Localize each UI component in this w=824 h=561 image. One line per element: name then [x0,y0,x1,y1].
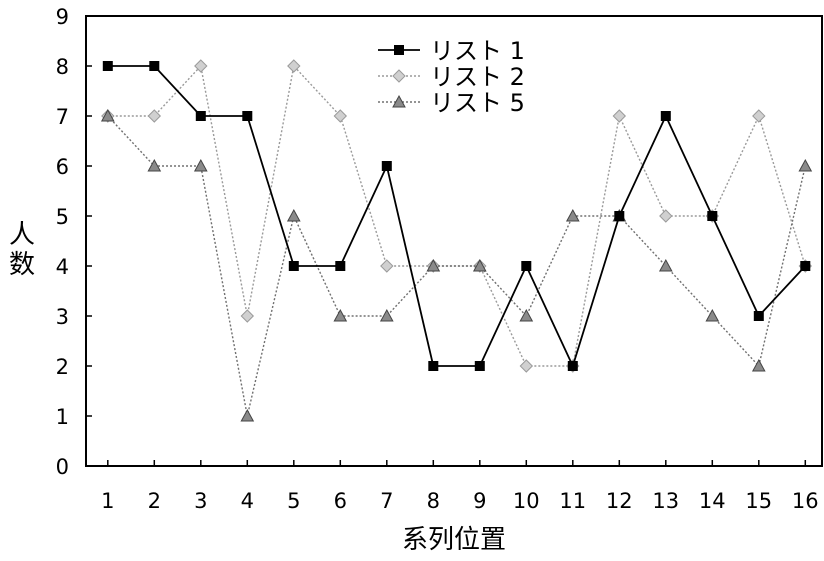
x-tick-label: 4 [241,489,254,513]
data-point [286,208,301,222]
data-point [288,261,299,271]
legend-marker [392,94,406,108]
y-tick-label: 2 [56,355,69,379]
y-axis-title-char: 人 [9,220,35,250]
y-tick-label: 0 [56,455,69,479]
legend-label: リスト 2 [430,63,525,91]
data-point [800,261,811,271]
x-axis-title: 系列位置 [402,525,506,555]
data-point [335,261,346,271]
data-point [426,258,441,272]
x-tick-label: 1 [101,489,114,513]
data-point [193,158,208,172]
plot-frame [85,15,823,467]
data-point [381,161,392,171]
y-tick-label: 3 [56,305,69,329]
x-tick-label: 5 [287,489,300,513]
data-point [287,59,301,73]
data-point [798,158,813,172]
data-point [379,308,394,322]
x-tick-label: 8 [427,489,440,513]
data-point [521,261,532,271]
x-tick-label: 15 [745,489,772,513]
data-point [519,359,534,373]
x-tick-label: 9 [473,489,486,513]
y-tick-label: 5 [56,205,69,229]
data-point [428,361,439,371]
series-3 [100,108,813,422]
data-point [147,109,162,123]
x-tick-label: 14 [699,489,726,513]
x-tick-label: 13 [652,489,679,513]
data-point [240,408,255,422]
data-point [242,111,253,121]
y-axis-ticks: 0 1 2 3 4 5 6 7 8 9 [56,5,92,479]
data-point [753,311,764,321]
data-point [707,211,718,221]
data-point [194,59,208,73]
x-tick-label: 12 [606,489,633,513]
data-point [380,259,394,273]
y-tick-label: 9 [56,5,69,29]
legend-label: リスト 1 [430,37,525,65]
legend-label: リスト 5 [430,89,525,117]
x-tick-label: 10 [513,489,540,513]
data-point [147,158,162,172]
data-point [612,109,627,123]
data-point [102,61,113,71]
data-point [614,211,625,221]
series-layer [100,59,813,422]
data-point [519,308,534,322]
y-tick-label: 7 [56,105,69,129]
legend-marker [392,69,406,83]
series-line [107,64,806,367]
x-tick-label: 11 [559,489,586,513]
y-tick-label: 1 [56,405,69,429]
series-1 [102,61,811,371]
data-point [660,111,671,121]
data-point [567,361,578,371]
data-point [659,209,673,223]
data-point [333,308,348,322]
y-tick-label: 4 [56,255,69,279]
data-point [149,61,160,71]
x-tick-label: 3 [194,489,207,513]
y-tick-label: 6 [56,155,69,179]
x-tick-label: 7 [380,489,393,513]
data-point [752,109,766,123]
x-axis-ticks: 1 2 3 4 5 6 7 8 9 10 11 12 13 14 15 16 [101,460,819,513]
x-tick-label: 16 [792,489,819,513]
legend-marker [394,45,404,55]
data-point [705,308,720,322]
y-tick-label: 8 [56,55,69,79]
data-point [100,108,115,122]
data-point [751,358,766,372]
data-point [472,258,487,272]
data-point [474,361,485,371]
data-point [333,109,348,123]
data-point [658,258,673,272]
data-point [195,111,206,121]
data-point [565,208,580,222]
y-axis-title: 人数 [9,220,35,280]
x-tick-label: 2 [148,489,161,513]
x-tick-label: 6 [334,489,347,513]
series-line [107,65,806,369]
data-point [240,309,255,323]
y-axis-title-char: 数 [9,250,35,280]
series-line [107,115,806,417]
